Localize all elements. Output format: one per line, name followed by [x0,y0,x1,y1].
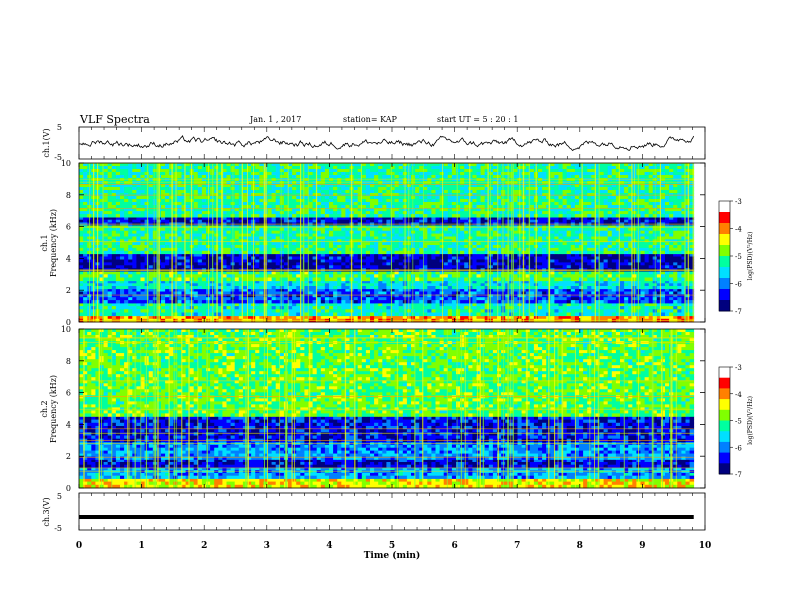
colorbar-tick-label: -3 [735,198,742,206]
ch2-spectrogram-ytick: 10 [61,325,71,334]
start-time-label: start UT = 5 : 20 : 1 [437,115,518,124]
ch3-waveform-ylabel: ch.3(V) [42,497,51,526]
colorbar-label: log(PSD)(V²/Hz) [747,232,754,281]
ch2-spectrogram-ytick: 4 [66,420,71,429]
ch1-colorbar: -3 -4 -5 -6 -7 log(PSD)(V²/Hz) [718,198,754,316]
colorbar-tick-label: -4 [735,226,742,234]
colorbar-tick-label: -6 [735,281,742,289]
ch3-ytick-bottom: -5 [54,524,62,533]
time-axis-tick-label: 8 [577,541,583,551]
ch2-spectrogram-ylabel: Frequency (kHz) [49,375,58,443]
ch2-spectrogram-ytick: 6 [66,389,71,398]
date-label: Jan. 1 , 2017 [249,115,301,124]
ch3-waveform-panel: 5 -5 ch.3(V) [42,492,706,533]
ch3-waveform-frame [78,492,706,531]
colorbar-tick-label: -5 [735,418,742,426]
time-axis-tick-label: 9 [639,541,645,551]
time-axis-tick-label: 2 [201,541,207,551]
colorbar-tick-label: -3 [735,364,742,372]
ch1-spectrogram-ylabel: Frequency (kHz) [49,209,58,277]
time-axis-tick-label: 7 [514,541,520,551]
time-axis-tick-label: 0 [76,541,82,551]
ch3-ytick-top: 5 [57,492,62,501]
ch1-ytick-top: 5 [57,123,62,132]
station-label: station= KAP [343,115,398,124]
colorbar-tick-label: -7 [735,308,742,316]
ch2-spectrogram-ylabel-channel: ch.2 [40,400,49,417]
ch1-spectrogram-ytick: 6 [66,223,71,232]
time-axis-tick-label: 1 [138,541,144,551]
ch1-waveform-frame [78,126,706,160]
ch1-waveform-ylabel: ch.1(V) [42,128,51,157]
time-axis-tick-label: 10 [699,541,712,551]
time-axis-label: Time (min) [364,550,421,561]
ch1-spectrogram-ytick: 2 [66,286,71,295]
colorbar-tick-label: -4 [735,391,742,399]
time-axis-tick-label: 3 [264,541,270,551]
time-axis-tick-label: 4 [326,541,332,551]
ch2-colorbar: -3 -4 -5 -6 -7 log(PSD)(V²/Hz) [718,364,754,479]
figure-title: VLF Spectra [79,113,150,126]
ch2-spectrogram-panel: 0 2 4 6 8 10 ch.2 Frequency (kHz) -3 -4 -5 -6 -7 l… [40,325,754,493]
ch2-spectrogram-ytick: 8 [66,357,71,366]
colorbar-tick-label: -5 [735,253,742,261]
ch2-spectrogram-image [78,329,705,489]
ch1-spectrogram-ylabel-channel: ch.1 [40,234,49,251]
ch1-waveform-panel: 5 -5 ch.1(V) [42,123,706,162]
time-axis-tick-label: 5 [389,541,395,551]
colorbar-tick-label: -6 [735,444,742,452]
ch1-spectrogram-ytick: 10 [61,159,71,168]
ch1-spectrogram-image [79,163,705,323]
ch1-ytick-bottom: -5 [54,153,62,162]
ch2-spectrogram-ytick: 0 [66,484,71,493]
colorbar-label: log(PSD)(V²/Hz) [747,396,754,445]
time-axis: 0 1 2 3 4 5 6 7 8 9 10 [76,541,711,551]
ch1-spectrogram-ytick: 4 [66,254,71,263]
colorbar-tick-label: -7 [735,471,742,479]
ch1-spectrogram-panel: 0 2 4 6 8 10 ch.1 Frequency (kHz) -3 -4 -5 -6 -7 l… [40,159,754,327]
time-axis-tick-label: 6 [451,541,457,551]
ch1-spectrogram-ytick: 0 [66,318,71,327]
ch2-spectrogram-ytick: 2 [66,452,71,461]
ch1-spectrogram-ytick: 8 [66,191,71,200]
ch1-waveform-line [78,134,695,152]
